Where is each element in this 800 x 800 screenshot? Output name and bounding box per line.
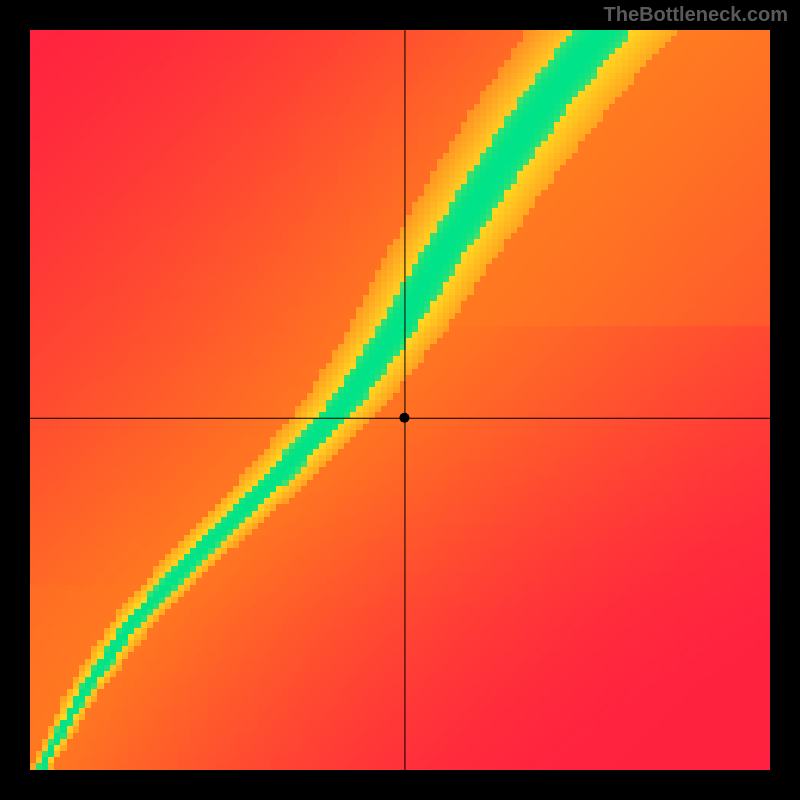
watermark-text: TheBottleneck.com xyxy=(604,4,788,27)
heatmap-canvas xyxy=(30,30,770,770)
heatmap-plot xyxy=(30,30,770,770)
chart-container: TheBottleneck.com xyxy=(0,0,800,800)
